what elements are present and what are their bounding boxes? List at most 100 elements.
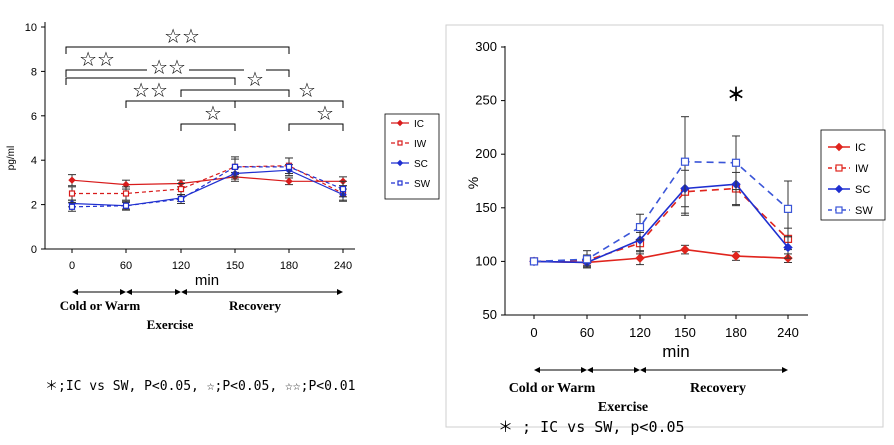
legend-label: IW — [414, 139, 427, 150]
x-tick-label: 60 — [120, 260, 132, 272]
significance-bracket: ☆ — [180, 101, 236, 131]
legend-item-iw: IW — [828, 163, 869, 175]
legend-item-sc: SC — [391, 159, 428, 170]
x-tick-label: 150 — [226, 260, 244, 272]
right-panel-frame — [445, 24, 884, 428]
significance-bracket: ☆ — [234, 78, 344, 108]
legend-swatch-marker — [834, 142, 844, 152]
data-point — [68, 190, 76, 197]
series-sc — [68, 164, 347, 210]
legend-swatch-marker — [835, 164, 843, 172]
significance-bracket: ☆☆ — [125, 78, 236, 108]
significance-mark: ☆ — [246, 67, 264, 91]
right-ticks: 50 100 150 200 250 300 0 60 120 150 180 240 — [475, 39, 799, 340]
legend-swatch-marker — [835, 206, 843, 214]
data-point — [680, 157, 690, 166]
left-legend-box — [384, 113, 440, 200]
series-iw — [529, 169, 793, 267]
series-sw — [68, 156, 347, 212]
data-point — [635, 253, 645, 263]
y-tick-label: 0 — [31, 244, 37, 256]
series-line — [71, 166, 344, 208]
x-tick-label: 150 — [674, 325, 696, 340]
y-tick-label: 150 — [475, 200, 497, 215]
series-ic — [68, 171, 347, 190]
data-point — [285, 177, 293, 185]
y-tick-label: 50 — [483, 307, 497, 322]
x-tick-label: 120 — [172, 260, 190, 272]
legend-item-ic: IC — [391, 119, 424, 130]
phase-0: Cold or Warm — [60, 289, 141, 313]
bracket-line — [288, 123, 344, 131]
right-legend: IC IW SC SW — [828, 142, 873, 217]
data-point — [680, 244, 690, 255]
legend-swatch-marker — [397, 140, 403, 146]
phase-2: Recovery — [181, 289, 343, 313]
bracket-line — [180, 123, 236, 131]
series-line — [533, 160, 789, 263]
series-line — [71, 169, 344, 207]
left-ticks: 0 2 4 6 8 10 0 60 120 150 180 240 — [25, 22, 352, 272]
y-tick-label: 300 — [475, 39, 497, 54]
data-point — [122, 202, 130, 209]
phase-arrow-head — [634, 367, 640, 373]
legend-label: SW — [855, 205, 873, 217]
bracket-line — [234, 100, 344, 108]
series-line — [72, 165, 344, 195]
legend-label: SC — [855, 184, 870, 196]
legend-item-ic: IC — [828, 142, 866, 154]
y-tick-label: 8 — [31, 66, 37, 78]
legend-label: SC — [414, 159, 428, 170]
series-iw — [68, 157, 347, 202]
bracket-mask — [202, 103, 224, 123]
significance-bracket: ☆☆ — [65, 24, 290, 54]
legend-swatch-marker — [834, 184, 844, 194]
data-point — [285, 163, 293, 170]
series-sw — [529, 116, 793, 269]
data-point — [68, 203, 76, 210]
x-tick-label: 180 — [280, 260, 298, 272]
left-footnote: ＊;IC vs SW, P<0.05, ☆;P<0.05, ☆☆;P<0.01 — [45, 379, 355, 394]
phase-label: Cold or Warm — [509, 381, 596, 396]
phase-arrow-head — [587, 367, 593, 373]
data-point — [731, 158, 741, 167]
series-line — [71, 176, 343, 186]
data-point — [783, 204, 793, 213]
left-significance-brackets: ☆☆☆☆ ☆☆☆☆ ☆ ☆☆ ☆ — [65, 24, 344, 131]
significance-mark: ☆☆ — [132, 78, 168, 102]
right-footnote: ＊ ; IC vs SW, p<0.05 — [498, 418, 685, 436]
legend-swatch-marker — [396, 119, 404, 127]
x-tick-label: 180 — [725, 325, 747, 340]
legend-swatch-marker — [397, 180, 403, 186]
phase-label: Recovery — [229, 298, 281, 313]
data-point — [339, 185, 347, 193]
legend-item-sw: SW — [391, 179, 431, 190]
significance-mark: ☆ — [316, 101, 334, 125]
significance-mark: ☆ — [298, 78, 316, 102]
y-tick-label: 200 — [475, 146, 497, 161]
data-point — [231, 163, 239, 170]
data-point — [68, 176, 76, 184]
legend-label: SW — [414, 179, 431, 190]
x-tick-label: 240 — [777, 325, 799, 340]
left-phase-arrows: Cold or Warm Exercise Recovery — [60, 289, 343, 332]
phase-arrow-head — [640, 367, 646, 373]
left-x-axis-label: min — [195, 272, 219, 289]
series-line — [533, 187, 789, 263]
phase-arrow-head — [782, 367, 788, 373]
y-tick-label: 250 — [475, 93, 497, 108]
phase-label: Exercise — [598, 400, 648, 415]
phase-arrow-head — [181, 289, 187, 295]
legend-item-iw: IW — [391, 139, 427, 150]
data-point — [582, 255, 592, 264]
phase-arrow-head — [175, 289, 181, 295]
legend-label: IW — [855, 163, 869, 175]
x-tick-label: 60 — [580, 325, 594, 340]
data-point — [177, 195, 185, 203]
phase-label: Cold or Warm — [60, 298, 141, 313]
phase-1: Exercise — [587, 367, 648, 415]
bracket-line — [65, 46, 290, 54]
significance-mark: ☆☆ — [150, 55, 186, 79]
